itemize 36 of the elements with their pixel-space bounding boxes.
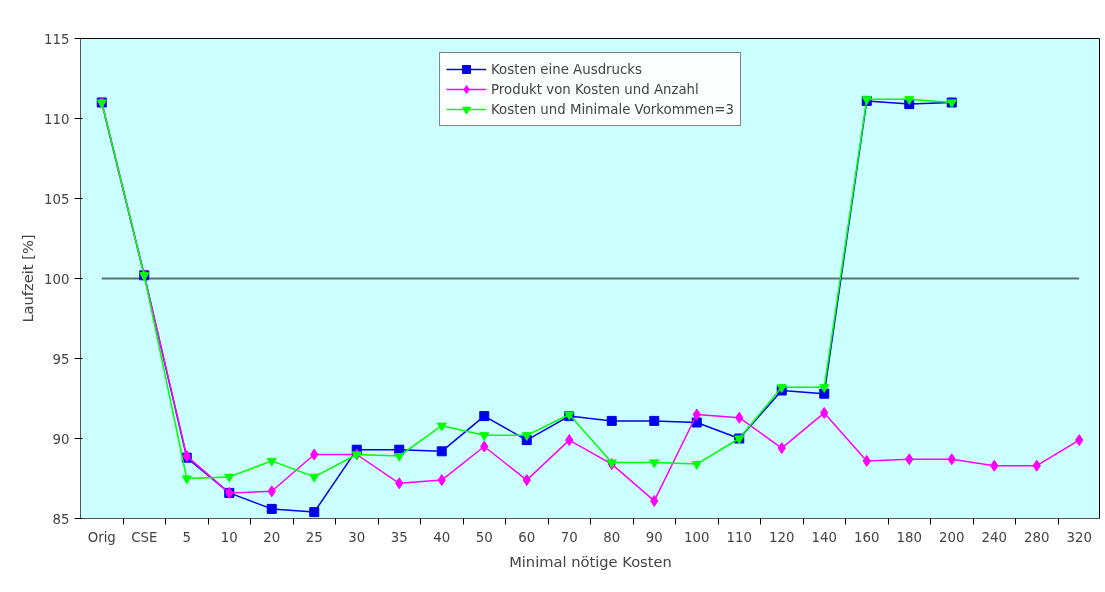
- x-tick-label: 40: [433, 529, 451, 545]
- y-tick-label: 95: [52, 351, 70, 367]
- x-tick-label: 280: [1024, 529, 1050, 545]
- y-axis-title: Laufzeit [%]: [19, 234, 37, 323]
- x-tick-label: 20: [263, 529, 281, 545]
- y-tick-label: 90: [52, 431, 70, 447]
- x-tick-label: 160: [854, 529, 880, 545]
- y-tick-label: 85: [52, 511, 70, 527]
- legend-label: Kosten eine Ausdrucks: [491, 61, 643, 77]
- x-tick-label: 240: [981, 529, 1007, 545]
- x-tick-label: 50: [475, 529, 493, 545]
- x-tick-label: 70: [560, 529, 578, 545]
- y-tick-label: 100: [44, 271, 70, 287]
- x-tick-label: 30: [348, 529, 366, 545]
- y-tick-label: 110: [44, 111, 70, 127]
- x-tick-label: 35: [390, 529, 408, 545]
- x-tick-label: 5: [182, 529, 191, 545]
- x-tick-label: 320: [1066, 529, 1092, 545]
- x-tick-label: 25: [305, 529, 323, 545]
- x-tick-label: 200: [939, 529, 965, 545]
- x-tick-label: 80: [603, 529, 621, 545]
- x-tick-label: 10: [220, 529, 238, 545]
- x-tick-label: Orig: [87, 529, 116, 545]
- x-tick-label: 180: [896, 529, 922, 545]
- x-tick-label: 100: [684, 529, 710, 545]
- legend-label: Kosten und Minimale Vorkommen=3: [491, 101, 734, 117]
- y-tick-label: 115: [44, 31, 70, 47]
- x-tick-label: CSE: [131, 529, 158, 545]
- x-tick-label: 140: [811, 529, 837, 545]
- y-tick-label: 105: [44, 191, 70, 207]
- x-tick-label: 90: [645, 529, 663, 545]
- x-axis-title: Minimal nötige Kosten: [509, 552, 672, 570]
- legend-label: Produkt von Kosten und Anzahl: [491, 81, 699, 97]
- x-tick-label: 110: [726, 529, 752, 545]
- x-tick-label: 120: [769, 529, 795, 545]
- x-tick-label: 60: [518, 529, 536, 545]
